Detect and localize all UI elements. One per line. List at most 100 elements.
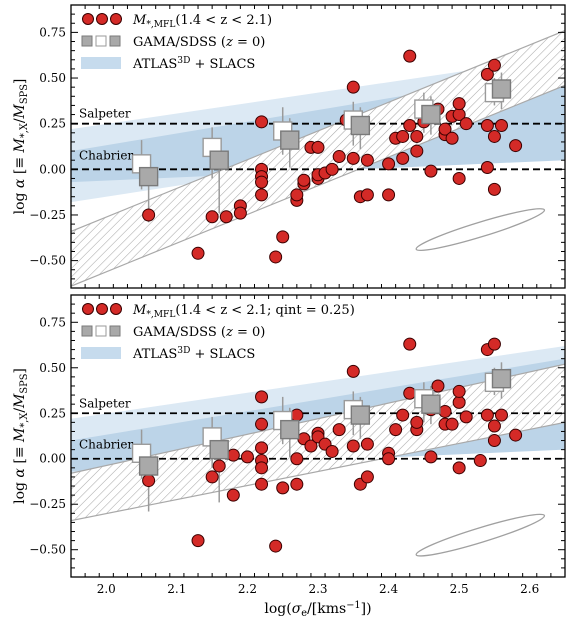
red-point: [487, 182, 501, 196]
red-point: [452, 97, 466, 111]
red-point: [410, 129, 424, 143]
error-ellipse: [415, 208, 546, 252]
axes-frame: [70, 4, 566, 289]
red-point: [424, 164, 438, 178]
gama-gray-square: [209, 150, 229, 170]
red-point: [191, 534, 205, 548]
red-point: [332, 150, 346, 164]
y-tick-label: −0.25: [29, 497, 66, 511]
red-point: [226, 488, 240, 502]
gama-gray-square: [350, 115, 371, 136]
red-point: [382, 452, 396, 466]
red-point: [389, 423, 403, 437]
red-point: [438, 404, 452, 418]
legend-gray-square-marker: [109, 325, 121, 337]
red-point: [410, 144, 424, 158]
red-point: [403, 119, 417, 133]
red-point: [219, 210, 233, 224]
red-point: [403, 386, 417, 400]
red-point: [255, 417, 269, 431]
legend-blue-band-marker: [81, 347, 121, 359]
x-tick-label: 2.4: [379, 582, 398, 596]
y-tick-label: 0.50: [39, 71, 66, 85]
red-point: [509, 428, 523, 442]
red-point: [332, 423, 346, 437]
y-tick-label: 0.75: [39, 25, 66, 39]
red-point: [480, 119, 494, 133]
x-tick-label: 2.5: [450, 582, 469, 596]
red-point: [360, 188, 374, 202]
red-point: [346, 364, 360, 378]
red-point: [346, 439, 360, 453]
red-point: [205, 470, 219, 484]
y-tick-label: 0.00: [39, 162, 66, 176]
legend-label-gama: GAMA/SDSS (z = 0): [133, 325, 265, 340]
red-point: [212, 459, 226, 473]
red-point: [269, 539, 283, 553]
y-axis-label: log α [≡ M*,X/MSPS]: [12, 368, 30, 504]
red-point: [360, 437, 374, 451]
panel-bottom: Salpeter Chabrier −0.50 −0.25 0.00 0.25 0.50 0.…: [12, 294, 566, 619]
red-point: [205, 210, 219, 224]
red-point: [382, 188, 396, 202]
gama-gray-square: [491, 79, 512, 99]
red-point: [311, 140, 325, 154]
reference-label-chabrier: Chabrier: [79, 438, 133, 452]
y-tick-label: 0.00: [39, 452, 66, 466]
red-point: [360, 470, 374, 484]
legend-label-mfl: M*,MFL(1.4 < z < 2.1): [132, 13, 272, 30]
gama-gray-square: [209, 439, 229, 460]
legend-label-atlas: ATLAS3D + SLACS: [132, 346, 255, 362]
y-tick-label: 0.50: [39, 361, 66, 375]
reference-label-chabrier: Chabrier: [79, 148, 133, 162]
gama-gray-square: [421, 394, 441, 414]
red-point: [459, 117, 473, 131]
red-point: [438, 122, 452, 136]
legend-gray-square-marker: [81, 35, 93, 47]
red-point: [410, 415, 424, 429]
red-point: [255, 441, 269, 455]
model-hatch-band: [71, 29, 565, 287]
gama-gray-square: [350, 405, 371, 425]
legend-white-square-marker: [95, 325, 107, 337]
red-point: [403, 49, 417, 63]
legend-red-circle-marker: [96, 303, 108, 315]
x-tick-label: 2.2: [238, 582, 257, 596]
legend-red-circle-marker: [82, 13, 94, 25]
gama-gray-square: [280, 130, 300, 150]
plot-area: [71, 337, 565, 557]
red-point: [459, 410, 473, 424]
red-point: [297, 173, 311, 187]
legend-gray-square-marker: [81, 325, 93, 337]
red-point: [431, 379, 445, 393]
gama-gray-square: [491, 368, 512, 389]
legend-red-circle-marker: [110, 13, 122, 25]
x-tick-label: 2.0: [97, 582, 116, 596]
red-point: [191, 246, 205, 260]
legend-red-circle-marker: [82, 303, 94, 315]
red-point: [255, 477, 269, 491]
gama-gray-square: [138, 166, 159, 187]
red-point: [290, 477, 304, 491]
red-point: [255, 188, 269, 202]
red-point: [276, 481, 290, 495]
red-point: [494, 119, 508, 133]
x-tick-label: 2.1: [167, 582, 186, 596]
gama-gray-square: [138, 456, 159, 476]
legend-red-circle-marker: [110, 303, 122, 315]
red-point: [255, 390, 269, 404]
error-ellipse: [415, 513, 546, 557]
red-point: [396, 151, 410, 165]
reference-label-salpeter: Salpeter: [79, 107, 131, 121]
red-point: [452, 395, 466, 409]
legend-white-square-marker: [95, 35, 107, 47]
plot-area: [71, 29, 565, 287]
legend-gray-square-marker: [109, 35, 121, 47]
red-point: [480, 160, 494, 174]
red-point: [452, 461, 466, 475]
gama-gray-square: [280, 419, 300, 440]
y-tick-label: 0.75: [39, 315, 66, 329]
red-point: [346, 151, 360, 165]
